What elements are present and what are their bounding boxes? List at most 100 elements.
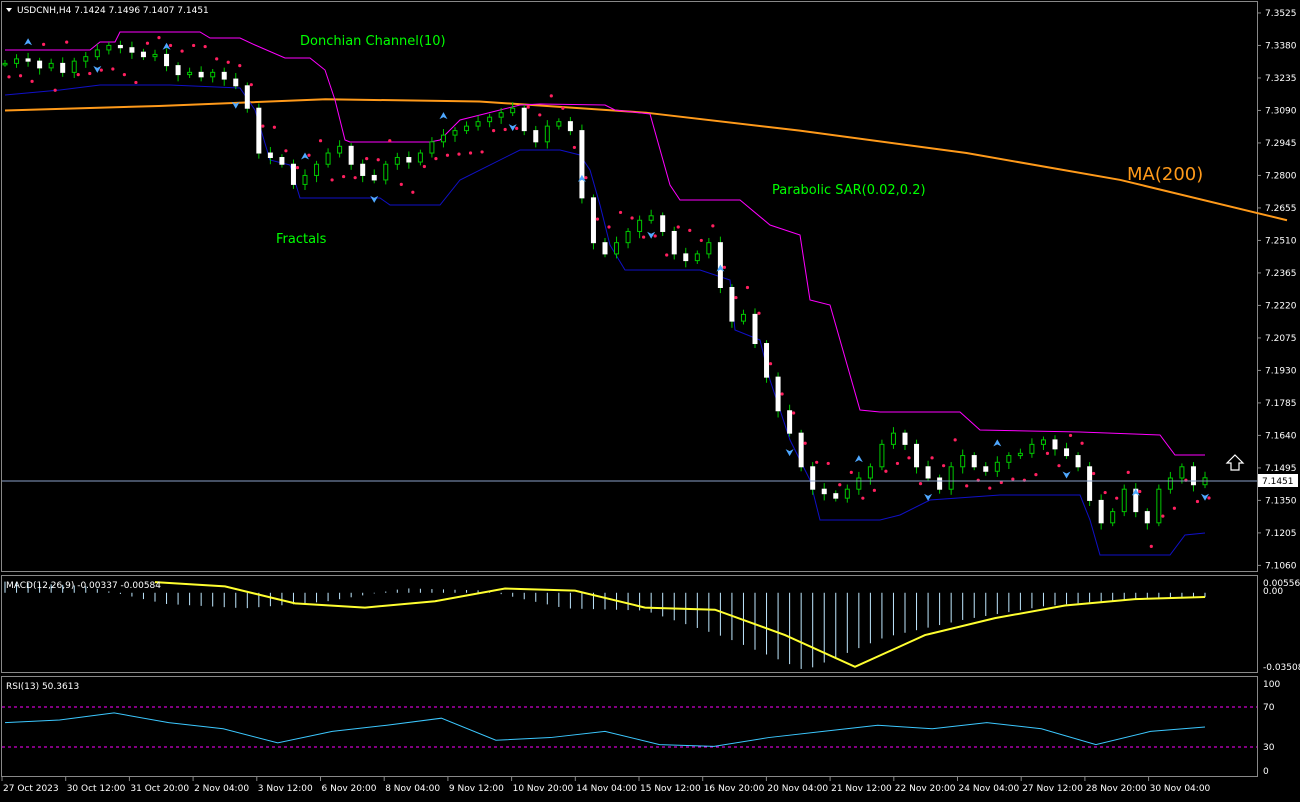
- candle-body: [706, 242, 712, 255]
- sar-dot: [618, 210, 623, 215]
- candle-body: [729, 287, 735, 322]
- sar-dot: [1115, 496, 1119, 500]
- dropdown-triangle-icon[interactable]: [6, 8, 12, 12]
- time-tick-label: 2 Nov 04:00: [194, 784, 249, 794]
- sar-dot: [272, 125, 276, 129]
- macd-axis-zero: 0.00: [1263, 587, 1283, 597]
- sar-dot: [895, 461, 900, 466]
- time-tick-label: 20 Nov 04:00: [767, 784, 828, 794]
- candle-body: [602, 242, 608, 255]
- sar-dot: [780, 392, 784, 396]
- sar-dot: [434, 157, 438, 161]
- sar-dot: [192, 43, 196, 48]
- price-tick-label: 7.1785: [1265, 399, 1297, 409]
- candle-body: [60, 62, 66, 73]
- fractal-arrow: [231, 101, 240, 109]
- sar-dot: [1034, 473, 1038, 477]
- sar-dot: [1011, 477, 1015, 481]
- candle-body: [960, 455, 966, 468]
- sar-dot: [549, 94, 553, 98]
- price-tick-label: 7.1060: [1265, 561, 1297, 571]
- candle-body: [648, 215, 654, 221]
- macd-label: MACD(12,26,9) -0.00337 -0.00584: [6, 581, 161, 591]
- sar-dot: [480, 150, 484, 154]
- price-tick-label: 7.2945: [1265, 139, 1297, 149]
- fractal-arrow: [370, 195, 379, 203]
- candle-body: [1167, 477, 1173, 490]
- candle-body: [164, 53, 170, 67]
- sar-dot: [699, 238, 703, 243]
- rsi-label: RSI(13) 50.3613: [6, 682, 79, 692]
- candle-body: [775, 376, 781, 412]
- candle-body: [1156, 488, 1162, 524]
- candle-body: [25, 58, 31, 62]
- candle-body: [614, 242, 620, 255]
- up-arrow-icon[interactable]: [1225, 454, 1245, 471]
- candle-body: [625, 230, 631, 244]
- sar-dot: [1045, 451, 1050, 455]
- sar-dot: [1195, 499, 1200, 504]
- macd-panel-frame: [1, 575, 1258, 673]
- candle-body: [671, 230, 677, 255]
- candle-body: [290, 163, 296, 185]
- sar-dot: [261, 124, 265, 128]
- sar-dot: [238, 64, 242, 68]
- time-tick-label: 28 Nov 20:00: [1086, 784, 1147, 794]
- fractal-arrow: [785, 449, 794, 457]
- candle-body: [856, 477, 862, 490]
- sar-dot: [595, 217, 600, 221]
- candle-body: [417, 152, 423, 163]
- candle-body: [152, 53, 158, 58]
- candle-body: [1017, 452, 1023, 457]
- price-tick-label: 7.3235: [1265, 74, 1297, 84]
- parabolic-sar-dots: [7, 36, 1211, 548]
- sar-dot: [134, 80, 138, 85]
- time-tick-label: 24 Nov 04:00: [959, 784, 1020, 794]
- price-tick-label: 7.2365: [1265, 269, 1297, 279]
- candle-body: [94, 49, 100, 58]
- rsi-panel-frame: [1, 676, 1258, 777]
- candle-body: [452, 130, 458, 136]
- fractal-arrow: [993, 439, 1002, 447]
- candle-body: [348, 145, 354, 165]
- candle-body: [383, 163, 389, 181]
- sar-dot: [30, 79, 34, 83]
- candle-body: [1052, 439, 1058, 450]
- candle-body: [314, 163, 320, 176]
- sar-dot: [526, 105, 530, 109]
- sar-dot: [688, 228, 692, 232]
- candle-body: [914, 443, 920, 468]
- sar-dot: [757, 311, 761, 315]
- price-tick-label: 7.1640: [1265, 431, 1297, 441]
- sar-dot: [168, 43, 173, 48]
- candle-body: [567, 121, 573, 132]
- current-price-tag: [1258, 474, 1298, 487]
- candle-body: [360, 163, 366, 176]
- time-tick-label: 30 Oct 12:00: [67, 784, 126, 794]
- time-tick-label: 22 Nov 20:00: [895, 784, 956, 794]
- time-tick-label: 27 Nov 12:00: [1022, 784, 1083, 794]
- sar-dot: [122, 72, 126, 77]
- sar-dot: [861, 496, 865, 500]
- sar-dot: [353, 176, 357, 180]
- fractal-arrow: [24, 38, 33, 46]
- candle-body: [590, 197, 596, 244]
- price-tick-label: 7.2510: [1265, 236, 1297, 246]
- sar-dot: [803, 441, 807, 445]
- sar-dot: [965, 484, 969, 488]
- sar-dot: [745, 285, 750, 290]
- sar-dot: [76, 72, 80, 77]
- candle-body: [787, 410, 793, 434]
- sar-dot: [653, 234, 657, 238]
- candle-body: [637, 219, 643, 232]
- candle-body: [406, 157, 412, 163]
- candle-body: [821, 488, 827, 495]
- macd-signal-line: [154, 581, 1206, 668]
- price-tick-label: 7.3525: [1265, 9, 1297, 19]
- candle-body: [925, 466, 931, 479]
- candle-body: [833, 493, 839, 499]
- sar-dot: [918, 481, 923, 486]
- sar-dot: [145, 41, 150, 45]
- rsi-line: [4, 712, 1206, 747]
